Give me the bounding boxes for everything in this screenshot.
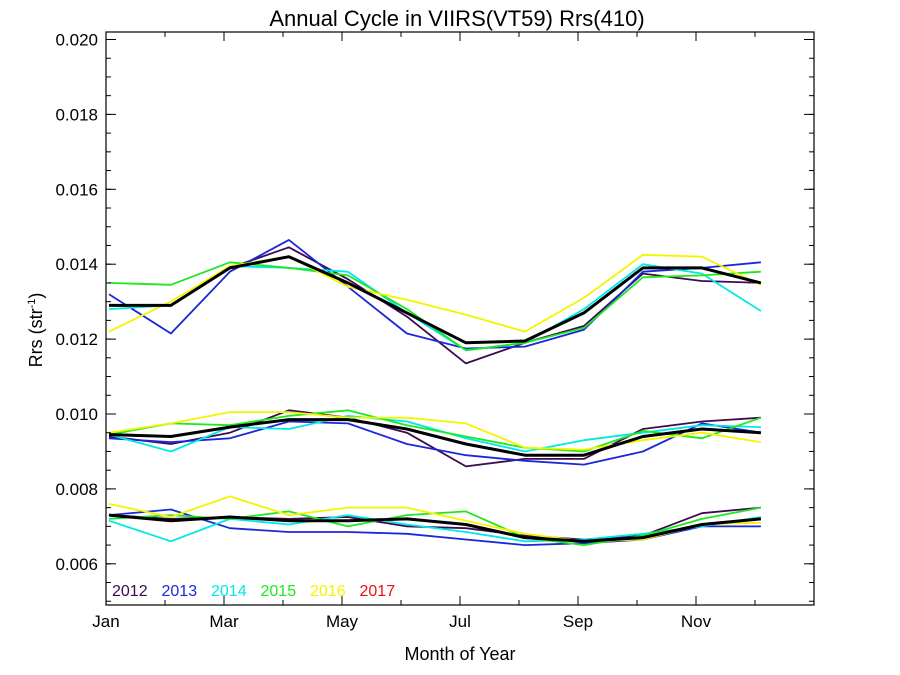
y-tick-label: 0.020 [55,30,98,49]
y-tick-label: 0.012 [55,330,98,349]
series-line-middle-2015 [108,409,762,453]
x-tick-label: Sep [563,612,593,631]
x-tick-label: Nov [681,612,712,631]
series-line-middle-2013 [108,420,762,466]
x-tick-label: Jan [92,612,119,631]
series-line-upper-2016 [108,253,762,333]
y-axis-label: Rrs (str-1) [26,293,46,368]
y-tick-label: 0.006 [55,555,98,574]
series-line-middle-mean [108,418,761,457]
x-axis-label: Month of Year [404,644,515,664]
legend-item-2016: 2016 [310,583,346,600]
y-axis-label-main: Rrs (str [26,308,46,367]
y-axis-label-superscript: -1 [26,299,38,309]
plot-lines [108,238,762,546]
y-tick-label: 0.018 [55,105,98,124]
series-line-upper-2013 [108,238,761,350]
legend: 2012 2013 2014 2015 2016 2017 [112,583,395,600]
legend-item-2012: 2012 [112,583,148,600]
series-line-upper-2015 [108,261,761,352]
series-line-lower-2016 [108,495,761,543]
y-axis-label-close: ) [26,293,46,299]
y-tick-label: 0.008 [55,480,98,499]
y-tick-label: 0.016 [55,180,98,199]
x-tick-label: May [326,612,359,631]
x-tick-label: Mar [209,612,239,631]
series-line-lower-mean [108,513,762,543]
series-line-upper-mean [109,255,762,345]
series-line-middle-2016 [108,411,762,451]
legend-item-2013: 2013 [162,583,198,600]
y-tick-label: 0.010 [55,405,98,424]
legend-item-2014: 2014 [211,583,247,600]
legend-item-2017: 2017 [360,583,396,600]
axis-ticks: Jan Mar May Jul Sep Nov 0.006 0.008 0.010 0.012 0.… [55,30,815,631]
x-tick-label: Jul [449,612,471,631]
chart-title: Annual Cycle in VIIRS(VT59) Rrs(410) [269,6,644,31]
legend-item-2015: 2015 [261,583,297,600]
y-tick-label: 0.014 [55,255,98,274]
